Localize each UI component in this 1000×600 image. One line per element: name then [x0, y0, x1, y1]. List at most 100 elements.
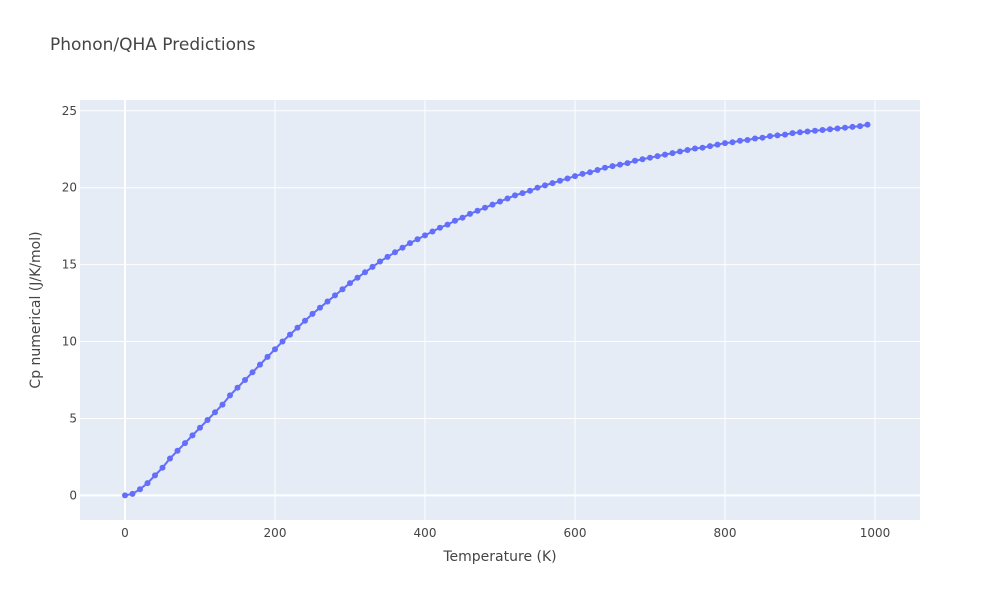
data-point [369, 263, 376, 270]
data-point [167, 455, 173, 462]
data-point [812, 127, 818, 134]
data-point [707, 143, 713, 150]
data-point [542, 182, 548, 189]
data-point [782, 131, 788, 138]
data-point [624, 160, 631, 167]
grid [80, 100, 920, 520]
data-point [774, 132, 781, 139]
data-point [204, 417, 211, 423]
data-point [804, 128, 811, 135]
data-point [834, 125, 841, 132]
data-point [152, 472, 158, 479]
data-point [362, 269, 368, 276]
data-point [669, 150, 676, 157]
data-point [579, 170, 586, 177]
data-point [729, 139, 736, 146]
data-point [564, 175, 571, 182]
data-point [279, 338, 286, 345]
y-tick-label: 5 [69, 411, 77, 425]
data-point [294, 324, 301, 331]
data-point [302, 317, 308, 324]
data-point [384, 253, 391, 260]
data-point [407, 240, 413, 247]
x-tick-label: 0 [121, 526, 129, 540]
y-tick-label: 20 [62, 181, 77, 195]
data-point [354, 274, 361, 281]
x-tick-label: 200 [264, 526, 287, 540]
data-point [609, 163, 616, 170]
data-point [797, 129, 803, 136]
series-markers [122, 121, 871, 499]
data-point [722, 140, 728, 147]
data-point [234, 384, 241, 391]
data-point [392, 249, 398, 256]
data-point [632, 157, 638, 164]
data-point [414, 236, 421, 243]
data-point [587, 169, 593, 176]
data-point [272, 346, 278, 353]
data-point [827, 126, 833, 133]
data-point [489, 201, 496, 208]
data-point [452, 217, 458, 224]
data-point [602, 164, 608, 171]
data-point [377, 258, 383, 265]
data-point [549, 180, 556, 187]
data-point [399, 244, 406, 251]
data-point [122, 492, 128, 499]
data-point [422, 232, 428, 239]
data-point [699, 144, 706, 151]
data-point [429, 228, 436, 235]
data-point [617, 161, 623, 168]
data-point [504, 195, 511, 202]
data-point [647, 154, 653, 161]
data-point [444, 221, 451, 228]
data-point [857, 123, 863, 130]
data-point [849, 123, 856, 130]
data-point [767, 133, 773, 140]
data-point [737, 137, 743, 144]
data-point [519, 190, 526, 197]
data-point [137, 486, 143, 493]
data-point [759, 134, 766, 141]
data-point [144, 480, 151, 487]
x-tick-label: 800 [714, 526, 737, 540]
y-tick-label: 25 [62, 104, 77, 118]
x-tick-label: 1000 [860, 526, 891, 540]
data-point [159, 464, 166, 471]
data-point [594, 167, 601, 173]
data-point [339, 286, 346, 293]
data-point [437, 224, 443, 231]
data-point [309, 310, 316, 317]
data-point [482, 204, 488, 211]
series-line [124, 123, 868, 497]
data-point [332, 292, 338, 299]
data-point [317, 304, 323, 311]
data-point [752, 135, 758, 142]
data-point [287, 331, 293, 338]
plot-area [80, 100, 920, 520]
data-point [744, 137, 751, 143]
x-axis-title: Temperature (K) [442, 549, 556, 565]
data-point [242, 377, 248, 383]
y-axis-title: Cp numerical (J/K/mol) [28, 231, 44, 388]
y-tick-label: 15 [62, 258, 77, 272]
data-point [174, 447, 181, 454]
data-point [639, 156, 646, 163]
data-point [189, 432, 196, 439]
data-point [212, 409, 218, 416]
data-point [692, 145, 698, 152]
x-tick-label: 400 [414, 526, 437, 540]
data-point [197, 424, 203, 431]
data-point [512, 192, 518, 199]
data-point [662, 151, 668, 158]
data-point [227, 392, 233, 399]
data-point [677, 148, 683, 155]
y-tick-label: 10 [62, 335, 77, 349]
data-point [842, 124, 848, 131]
y-tick-label: 0 [69, 488, 77, 502]
chart-title: Phonon/QHA Predictions [50, 35, 256, 55]
data-point [534, 184, 541, 191]
data-point [819, 127, 826, 133]
